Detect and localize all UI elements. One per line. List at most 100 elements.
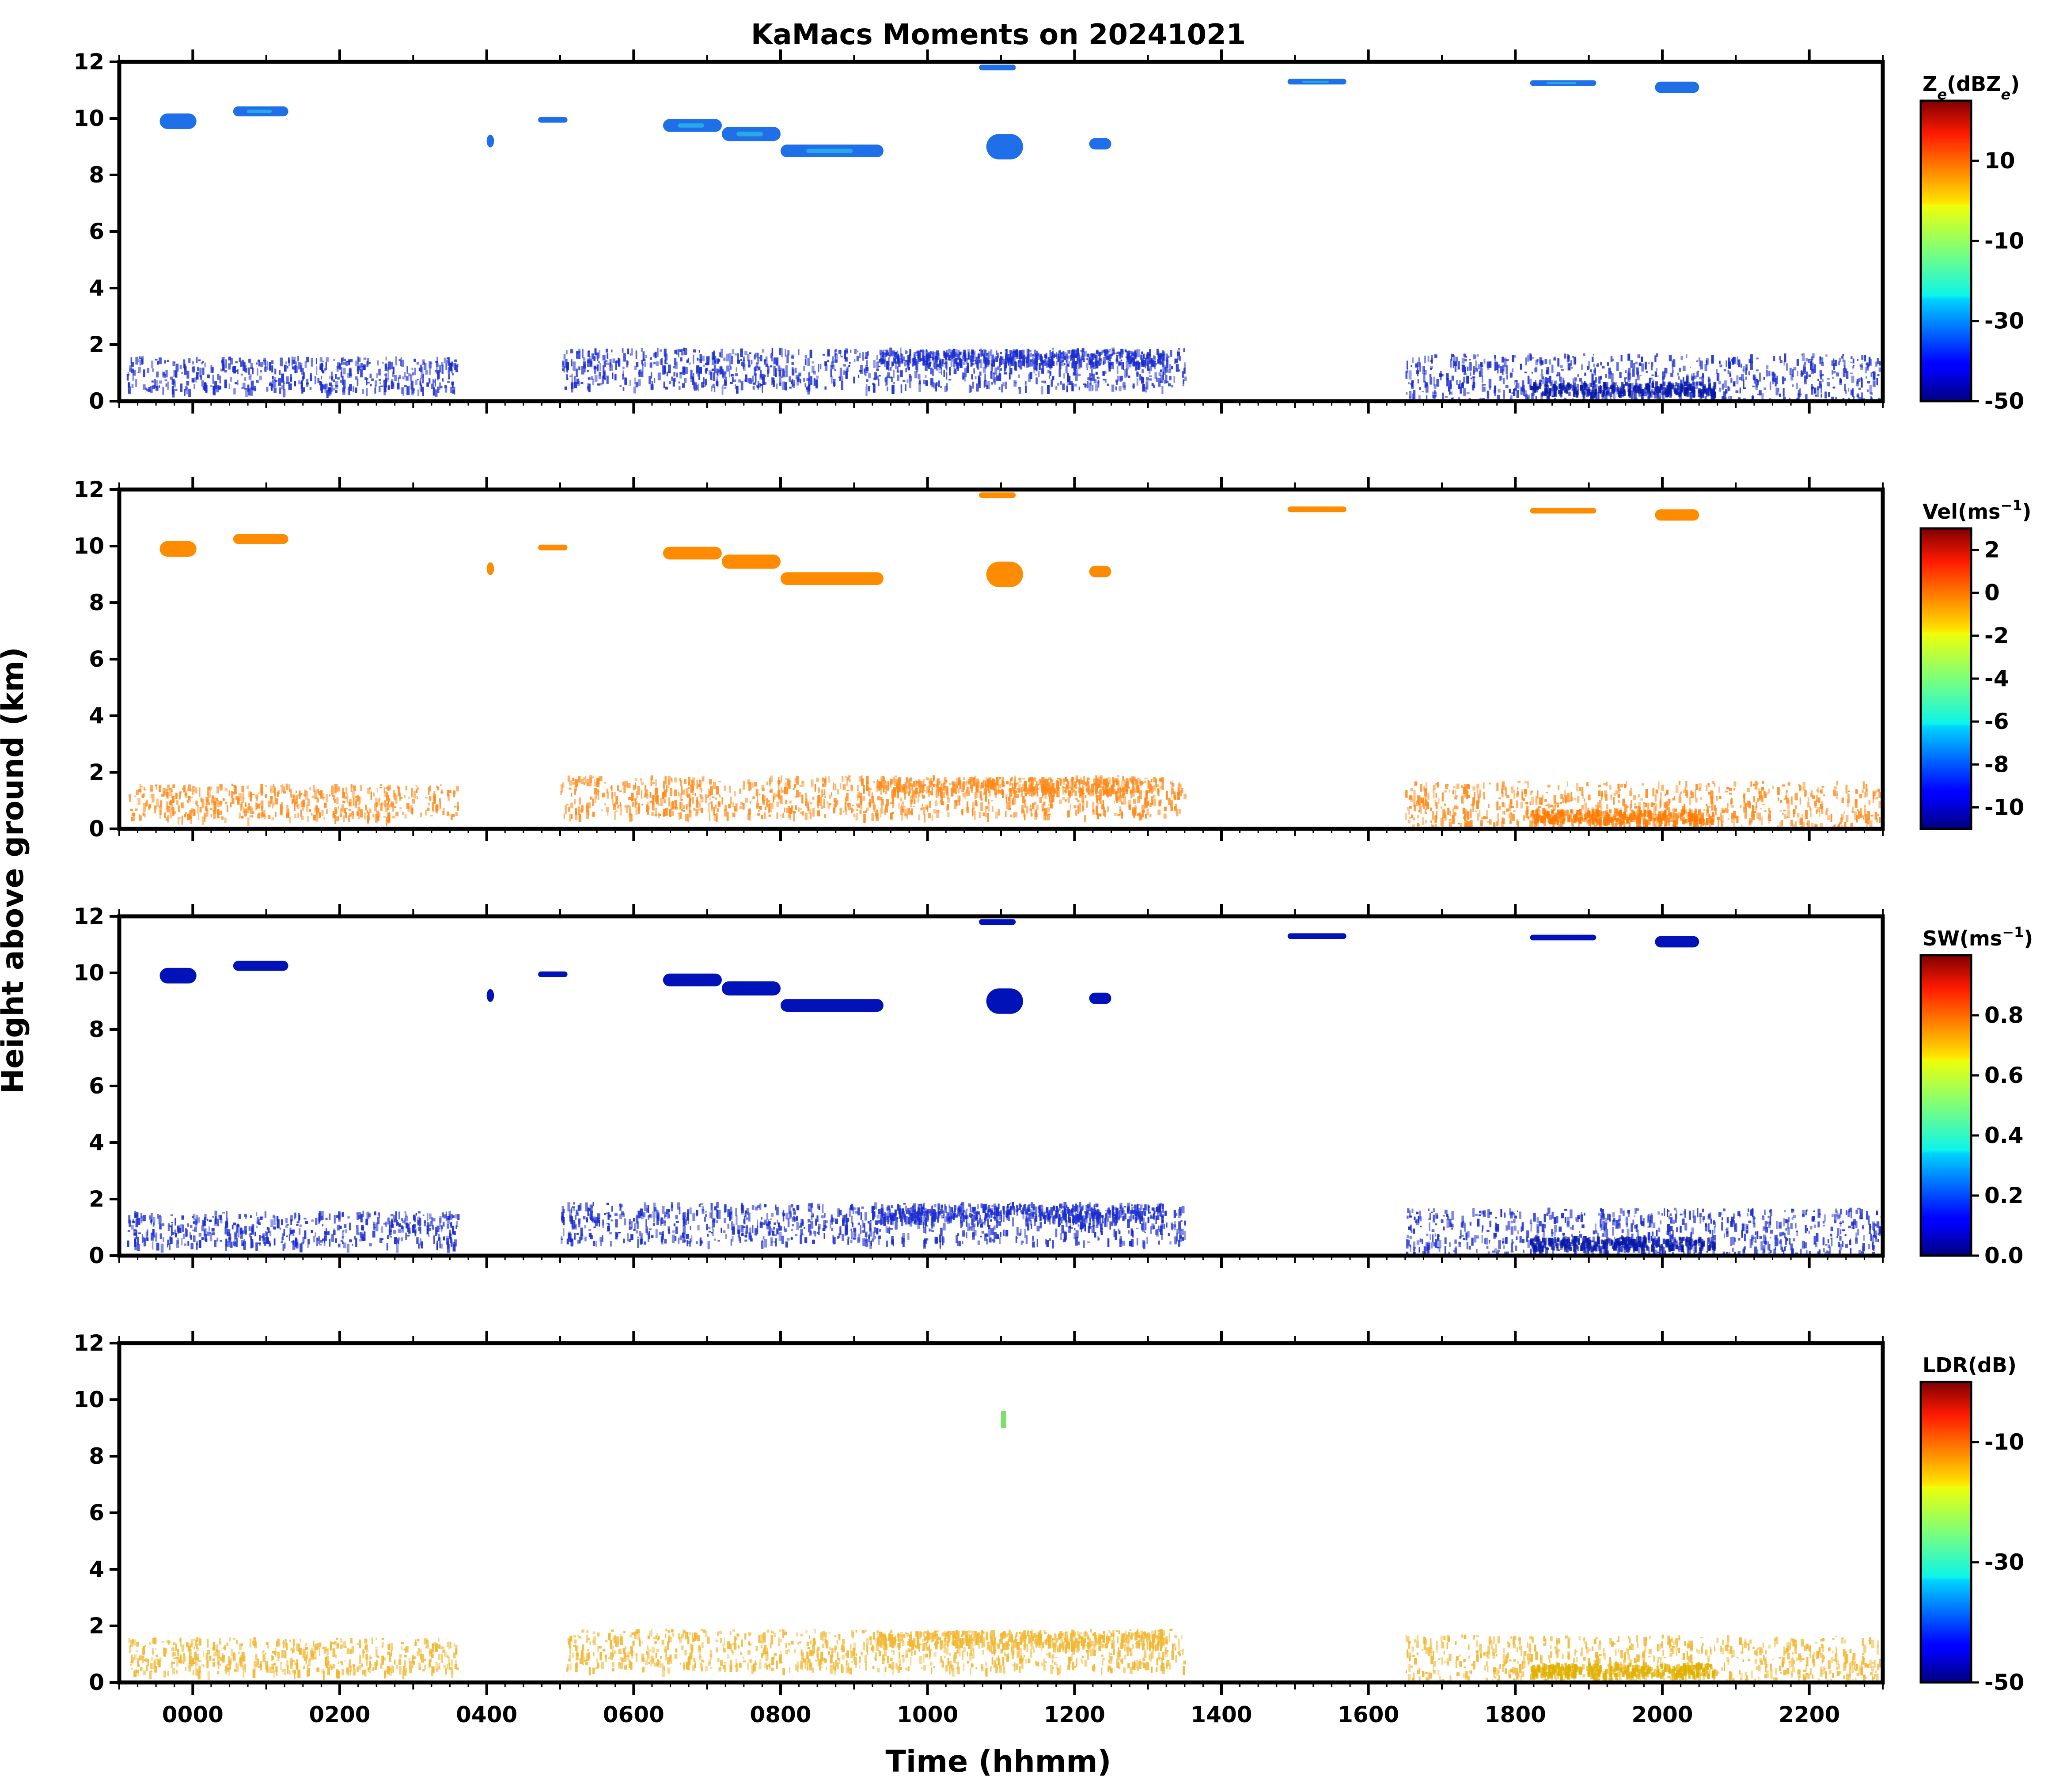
echo-mark (734, 791, 736, 797)
echo-mark (184, 366, 187, 375)
echo-mark (1503, 390, 1505, 399)
echo-mark (1046, 779, 1049, 785)
echo-mark (1090, 360, 1093, 363)
echo-mark (451, 361, 453, 366)
echo-mark (699, 794, 702, 797)
echo-mark (342, 788, 344, 794)
echo-mark (1779, 356, 1781, 361)
echo-mark (772, 802, 774, 809)
echo-mark (1812, 386, 1814, 389)
echo-mark (604, 803, 606, 806)
echo-mark (180, 383, 183, 392)
echo-mark (761, 374, 765, 380)
echo-mark (755, 374, 757, 383)
echo-mark (1016, 788, 1018, 790)
echo-mark (1066, 360, 1067, 362)
echo-mark (886, 361, 889, 370)
echo-mark (1016, 790, 1018, 793)
echo-mark (213, 801, 217, 811)
echo-mark (778, 777, 780, 786)
echo-mark (728, 368, 731, 378)
echo-mark (1406, 361, 1408, 369)
echo-mark (1069, 786, 1072, 789)
echo-mark (1014, 778, 1016, 781)
echo-mark (1620, 355, 1623, 362)
echo-mark (1559, 373, 1561, 382)
echo-mark (186, 387, 188, 395)
echo-mark (959, 780, 961, 789)
echo-mark (376, 810, 379, 819)
echo-mark (336, 797, 339, 804)
echo-mark (1693, 376, 1697, 379)
echo-mark (966, 806, 970, 813)
echo-mark (397, 786, 400, 789)
echo-mark (1708, 382, 1711, 386)
echo-mark (1516, 390, 1519, 398)
echo-mark (1794, 793, 1797, 801)
echo-mark (207, 374, 210, 379)
echo-mark (606, 807, 609, 812)
echo-mark (1595, 384, 1598, 388)
echo-mark (682, 383, 685, 388)
echo-mark (1103, 357, 1106, 364)
echo-mark (225, 359, 227, 368)
echo-mark (696, 365, 700, 373)
echo-mark (343, 380, 346, 389)
echo-mark (739, 788, 741, 794)
echo-mark (1132, 383, 1135, 389)
echo-mark (866, 781, 868, 790)
echo-mark (456, 786, 459, 792)
echo-mark (152, 793, 155, 803)
echo-mark (931, 787, 933, 796)
echo-mark (324, 389, 326, 393)
echo-mark (739, 806, 742, 809)
echo-mark (961, 809, 963, 814)
echo-mark (1506, 375, 1508, 380)
echo-mark (1579, 378, 1582, 382)
echo-mark (1049, 362, 1052, 370)
echo-mark (575, 812, 578, 820)
echo-mark (341, 357, 344, 362)
echo-mark (844, 350, 846, 359)
echo-mark (1066, 784, 1069, 789)
echo-mark (316, 797, 319, 803)
echo-mark (408, 373, 411, 376)
echo-mark (208, 789, 211, 798)
echo-mark (413, 790, 416, 799)
echo-mark (1824, 391, 1827, 399)
echo-mark (1426, 382, 1428, 387)
echo-mark (1706, 361, 1708, 366)
echo-mark (183, 785, 186, 793)
echo-mark (1600, 376, 1602, 380)
echo-mark (279, 387, 281, 394)
echo-mark (671, 778, 673, 783)
echo-mark (1682, 385, 1685, 389)
echo-mark (1013, 351, 1015, 357)
echo-mark (140, 786, 143, 788)
y-tick-label: 10 (73, 106, 104, 131)
echo-mark (1704, 364, 1707, 372)
echo-mark (641, 364, 644, 366)
echo-mark (899, 782, 901, 792)
echo-mark (1161, 354, 1164, 357)
echo-mark (699, 367, 702, 374)
echo-mark (729, 359, 731, 368)
echo-mark (392, 371, 394, 377)
echo-mark (1879, 817, 1881, 823)
echo-mark (923, 356, 925, 362)
echo-mark (1069, 790, 1072, 799)
echo-mark (311, 358, 313, 367)
echo-mark (1102, 800, 1104, 805)
echo-mark (905, 384, 906, 391)
echo-mark (216, 786, 219, 793)
echo-mark (1409, 391, 1412, 398)
echo-mark (1441, 374, 1444, 376)
echo-mark (1587, 389, 1590, 396)
cloud-core (247, 110, 272, 113)
echo-mark (246, 807, 250, 813)
echo-mark (1142, 810, 1144, 818)
echo-mark (697, 372, 699, 377)
echo-mark (629, 808, 631, 817)
echo-mark (217, 800, 219, 807)
echo-mark (1683, 387, 1686, 394)
